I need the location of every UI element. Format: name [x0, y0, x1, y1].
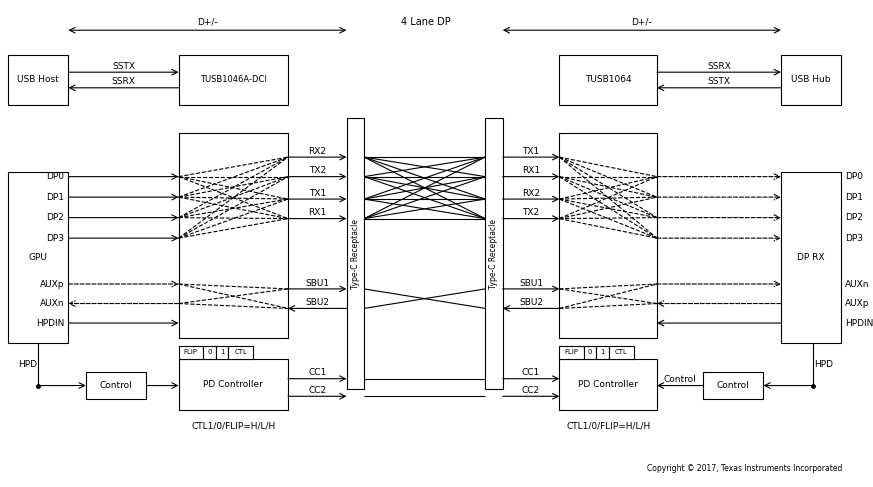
Text: 0: 0: [207, 349, 211, 356]
Bar: [8, 55, 68, 105]
Text: CTL: CTL: [234, 349, 247, 356]
Text: DP0: DP0: [46, 172, 65, 181]
Text: RX2: RX2: [308, 147, 327, 156]
Bar: [781, 55, 842, 105]
Text: DP2: DP2: [845, 213, 863, 222]
Text: TX1: TX1: [309, 189, 326, 198]
Text: Control: Control: [663, 375, 697, 384]
Bar: [347, 118, 364, 390]
Text: D+/-: D+/-: [197, 18, 217, 27]
Text: DP0: DP0: [845, 172, 863, 181]
Text: SSRX: SSRX: [112, 77, 135, 87]
Text: SBU1: SBU1: [519, 279, 543, 287]
Text: Type-C Receptacle: Type-C Receptacle: [490, 219, 498, 289]
Text: DP RX: DP RX: [797, 253, 825, 262]
Text: 1: 1: [220, 349, 224, 356]
Text: FLIP: FLIP: [184, 349, 198, 356]
Text: DP1: DP1: [845, 193, 863, 202]
Bar: [216, 345, 229, 359]
Text: USB Hub: USB Hub: [792, 75, 831, 84]
Text: Control: Control: [717, 381, 750, 390]
Text: SBU1: SBU1: [306, 279, 329, 287]
Bar: [8, 172, 68, 342]
Text: CC1: CC1: [522, 368, 540, 377]
Text: SBU2: SBU2: [519, 298, 543, 307]
Bar: [485, 118, 503, 390]
Text: CTL1/0/FLIP=H/L/H: CTL1/0/FLIP=H/L/H: [566, 421, 650, 430]
Text: SSTX: SSTX: [112, 62, 135, 71]
Text: AUXn: AUXn: [40, 299, 65, 308]
Text: HPD: HPD: [18, 359, 37, 369]
Bar: [703, 372, 763, 399]
Text: TX2: TX2: [309, 166, 326, 175]
Text: D+/-: D+/-: [631, 18, 652, 27]
Text: AUXp: AUXp: [845, 299, 870, 308]
Text: GPU: GPU: [29, 253, 47, 262]
Text: DP1: DP1: [46, 193, 65, 202]
Text: CC2: CC2: [308, 386, 327, 395]
Text: SSTX: SSTX: [707, 77, 731, 87]
Text: Copyright © 2017, Texas Instruments Incorporated: Copyright © 2017, Texas Instruments Inco…: [647, 465, 842, 473]
Text: DP2: DP2: [46, 213, 65, 222]
Text: SSRX: SSRX: [707, 62, 731, 71]
Text: DP3: DP3: [845, 234, 863, 243]
Bar: [179, 359, 288, 410]
Text: Type-C Receptacle: Type-C Receptacle: [351, 219, 360, 289]
Text: USB Host: USB Host: [17, 75, 59, 84]
Text: RX1: RX1: [522, 166, 540, 175]
Bar: [179, 55, 288, 105]
Bar: [179, 345, 203, 359]
Text: RX1: RX1: [308, 208, 327, 217]
Text: Control: Control: [100, 381, 133, 390]
Bar: [560, 359, 657, 410]
Text: AUXp: AUXp: [40, 280, 65, 288]
Bar: [229, 345, 253, 359]
Text: PD Controller: PD Controller: [578, 380, 638, 389]
Text: 4 Lane DP: 4 Lane DP: [401, 18, 450, 27]
Bar: [584, 345, 596, 359]
Text: TUSB1064: TUSB1064: [585, 75, 631, 84]
Bar: [203, 345, 216, 359]
Bar: [560, 55, 657, 105]
Text: CTL1/0/FLIP=H/L/H: CTL1/0/FLIP=H/L/H: [191, 421, 275, 430]
Text: 1: 1: [601, 349, 605, 356]
Text: TX1: TX1: [522, 147, 540, 156]
Text: CTL: CTL: [615, 349, 628, 356]
Text: CC2: CC2: [522, 386, 540, 395]
Text: HPDIN: HPDIN: [845, 318, 873, 328]
Text: CC1: CC1: [308, 368, 327, 377]
Text: TUSB1046A-DCI: TUSB1046A-DCI: [200, 75, 267, 84]
Text: TX2: TX2: [522, 208, 540, 217]
Bar: [86, 372, 147, 399]
Text: RX2: RX2: [522, 189, 540, 198]
Text: SBU2: SBU2: [306, 298, 329, 307]
Text: FLIP: FLIP: [565, 349, 579, 356]
Bar: [179, 132, 288, 337]
Bar: [781, 172, 842, 342]
Text: HPDIN: HPDIN: [36, 318, 65, 328]
Text: PD Controller: PD Controller: [203, 380, 264, 389]
Bar: [560, 132, 657, 337]
Text: HPD: HPD: [815, 359, 833, 369]
Bar: [609, 345, 634, 359]
Text: DP3: DP3: [46, 234, 65, 243]
Bar: [596, 345, 609, 359]
Bar: [560, 345, 584, 359]
Text: AUXn: AUXn: [845, 280, 870, 288]
Text: 0: 0: [588, 349, 593, 356]
